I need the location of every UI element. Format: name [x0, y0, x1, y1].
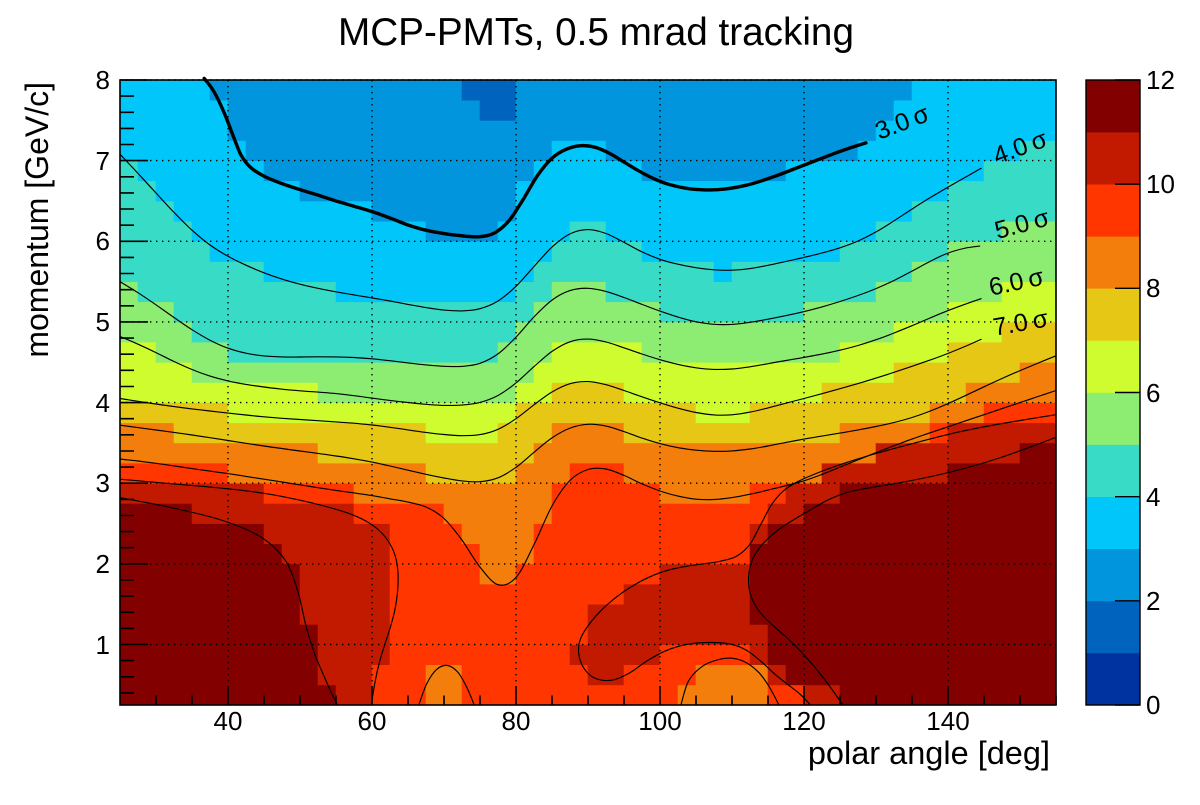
svg-text:140: 140	[926, 706, 969, 736]
svg-text:7: 7	[96, 146, 110, 176]
svg-text:5: 5	[96, 307, 110, 337]
svg-text:0: 0	[1146, 690, 1160, 720]
svg-text:polar angle [deg]: polar angle [deg]	[808, 735, 1050, 771]
svg-text:4: 4	[1146, 482, 1160, 512]
svg-text:120: 120	[782, 706, 825, 736]
svg-text:MCP-PMTs, 0.5 mrad tracking: MCP-PMTs, 0.5 mrad tracking	[338, 11, 854, 54]
svg-text:8: 8	[96, 65, 110, 95]
svg-text:100: 100	[638, 706, 681, 736]
svg-text:12: 12	[1146, 65, 1175, 95]
svg-text:momentum [GeV/c]: momentum [GeV/c]	[19, 82, 55, 358]
svg-text:2: 2	[1146, 586, 1160, 616]
svg-text:60: 60	[358, 706, 387, 736]
svg-text:80: 80	[502, 706, 531, 736]
svg-text:4: 4	[96, 388, 110, 418]
svg-text:8: 8	[1146, 273, 1160, 303]
svg-text:2: 2	[96, 549, 110, 579]
svg-text:1: 1	[96, 630, 110, 660]
svg-text:6: 6	[1146, 378, 1160, 408]
svg-text:40: 40	[214, 706, 243, 736]
svg-text:10: 10	[1146, 169, 1175, 199]
svg-text:3: 3	[96, 468, 110, 498]
svg-text:6: 6	[96, 226, 110, 256]
